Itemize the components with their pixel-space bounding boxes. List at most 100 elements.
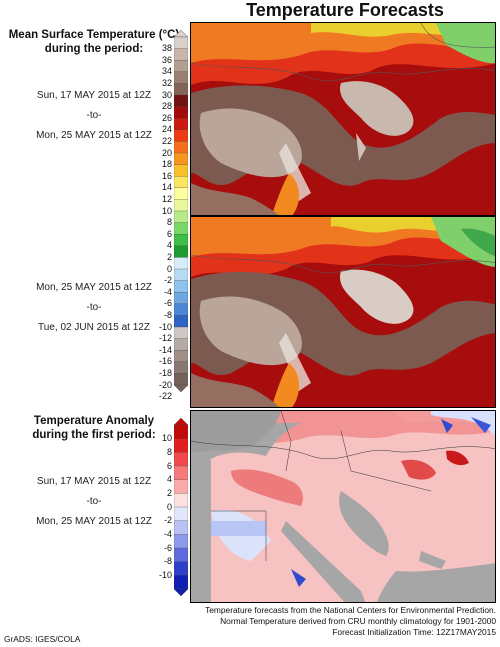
mean-temp-colorbar-swatch bbox=[174, 210, 188, 224]
anomaly-colorbar-labels: 10 8 6 4 2 0 -2 -4 -6 -8 -10 bbox=[150, 418, 172, 596]
mean-temp-heading-line2: during the period: bbox=[44, 43, 144, 55]
mean-temp-colorbar-swatch bbox=[174, 361, 188, 374]
mean-temp-colorbar-tick-label: 34 bbox=[161, 66, 172, 77]
page-title: Temperature Forecasts bbox=[246, 0, 444, 20]
grads-credit: GrADS: IGES/COLA bbox=[4, 634, 81, 644]
mean-temp-colorbar-swatch bbox=[174, 199, 188, 212]
period1-start: Sun, 17 MAY 2015 at 12Z bbox=[36, 90, 152, 101]
mean-temp-colorbar-swatch bbox=[174, 106, 188, 119]
mean-temp-heading-line1: Mean Surface Temperature (°C) bbox=[8, 29, 180, 41]
period2-start: Mon, 25 MAY 2015 at 12Z bbox=[36, 282, 152, 293]
mean-temp-colorbar-swatch bbox=[174, 245, 188, 258]
mean-temp-colorbar-swatch bbox=[174, 152, 188, 166]
anomaly-period-text: Sun, 17 MAY 2015 at 12Z -to- Mon, 25 MAY… bbox=[0, 476, 188, 528]
period2-end: Tue, 02 JUN 2015 at 12Z bbox=[38, 322, 150, 333]
mean-temp-colorbar-tick-label: 36 bbox=[161, 54, 172, 65]
mean-temp-colorbar-swatch bbox=[174, 118, 188, 131]
anomaly-colorbar-tick-label: -10 bbox=[158, 569, 172, 580]
anomaly-colorbar-tick-label: 10 bbox=[161, 433, 172, 444]
footer-line1: Temperature forecasts from the National … bbox=[205, 605, 496, 615]
anomaly-colorbar-tick-label: 2 bbox=[166, 487, 172, 498]
anomaly-period-end: Mon, 25 MAY 2015 at 12Z bbox=[36, 516, 152, 527]
mean-temp-colorbar-swatch bbox=[174, 222, 188, 235]
mean-temp-colorbar-tick-label: 30 bbox=[161, 89, 172, 100]
mean-temp-colorbar-swatch bbox=[174, 326, 188, 340]
anomaly-colorbar-swatch bbox=[174, 452, 188, 467]
mean-temp-colorbar-swatch bbox=[174, 129, 188, 142]
mean-temp-colorbar-swatch bbox=[174, 280, 188, 293]
anomaly-heading-line2: during the first period: bbox=[32, 429, 156, 441]
anomaly-map bbox=[190, 410, 496, 603]
mean-temp-colorbar-swatch bbox=[174, 83, 188, 96]
mean-temp-colorbar-swatch bbox=[174, 292, 188, 305]
mean-temp-colorbar-tick-label: 16 bbox=[161, 170, 172, 181]
period2-sep: -to- bbox=[86, 302, 102, 313]
mean-temp-colorbar-tick-label: -20 bbox=[158, 379, 172, 390]
anomaly-heading: Temperature Anomaly during the first per… bbox=[0, 414, 188, 442]
mean-temp-colorbar-tick-label: 6 bbox=[166, 228, 172, 239]
mean-temp-colorbar: 38 36 34 32 30 28 26 24 22 20 18 16 14 12 10 8 6 4 2 0 -2 -4-… bbox=[150, 30, 188, 401]
mean-temp-colorbar-tick-label: 12 bbox=[161, 193, 172, 204]
mean-temp-colorbar-swatch bbox=[174, 60, 188, 73]
mean-temp-colorbar-tick-label: -14 bbox=[158, 344, 172, 355]
mean-temp-colorbar-tick-label: -10 bbox=[158, 321, 172, 332]
anomaly-colorbar-swatch bbox=[174, 493, 188, 508]
mean-temp-colorbar-tick-label: 10 bbox=[161, 205, 172, 216]
mean-temp-colorbar-tick-label: 0 bbox=[166, 263, 172, 274]
mean-temp-colorbar-arrow-top bbox=[174, 30, 188, 38]
period1-end: Mon, 25 MAY 2015 at 12Z bbox=[36, 130, 152, 141]
anomaly-colorbar-arrow-top bbox=[174, 418, 188, 426]
forecast-map-period1 bbox=[190, 22, 496, 216]
anomaly-colorbar-swatch bbox=[174, 547, 188, 563]
anomaly-colorbar-swatch bbox=[174, 561, 188, 576]
mean-temp-colorbar-swatch bbox=[174, 315, 188, 328]
mean-temp-colorbar-tick-label: -18 bbox=[158, 367, 172, 378]
mean-temp-colorbar-swatch bbox=[174, 268, 188, 282]
anomaly-colorbar-tick-label: -4 bbox=[163, 528, 172, 539]
anomaly-colorbar-swatch bbox=[174, 438, 188, 453]
anomaly-colorbar-tick-label: 4 bbox=[166, 474, 172, 485]
mean-temp-colorbar-tick-label: -22 bbox=[158, 391, 172, 402]
anomaly-colorbar-swatch bbox=[174, 506, 188, 522]
anomaly-colorbar-swatch bbox=[174, 534, 188, 549]
mean-temp-colorbar-swatch bbox=[174, 257, 188, 270]
anomaly-colorbar-swatch bbox=[174, 520, 188, 535]
anomaly-colorbar-tick-label: -6 bbox=[163, 542, 172, 553]
mean-temp-colorbar-arrow-bottom bbox=[174, 384, 188, 392]
anomaly-colorbar-swatch bbox=[174, 465, 188, 481]
mean-temp-colorbar-tick-label: 26 bbox=[161, 112, 172, 123]
footer-line3: Forecast Initialization Time: 12Z17MAY20… bbox=[332, 627, 496, 637]
anomaly-colorbar-swatch bbox=[174, 575, 188, 590]
anomaly-colorbar-arrow-bottom bbox=[174, 588, 188, 596]
mean-temp-colorbar-swatch bbox=[174, 338, 188, 351]
anomaly-colorbar-swatch bbox=[174, 479, 188, 494]
mean-temp-colorbar-swatch bbox=[174, 36, 188, 50]
mean-temp-colorbar-tick-label: 32 bbox=[161, 77, 172, 88]
mean-temp-colorbar-tick-label: 2 bbox=[166, 251, 172, 262]
mean-temp-colorbar-tick-label: -4 bbox=[163, 286, 172, 297]
mean-temp-colorbar-tick-label: -2 bbox=[163, 275, 172, 286]
anomaly-colorbar-tick-label: 6 bbox=[166, 460, 172, 471]
period1-sep: -to- bbox=[86, 110, 102, 121]
mean-temp-colorbar-strip bbox=[174, 30, 188, 392]
mean-temp-colorbar-swatch bbox=[174, 94, 188, 108]
mean-temp-colorbar-tick-label: -8 bbox=[163, 309, 172, 320]
period2-text: Mon, 25 MAY 2015 at 12Z -to- Tue, 02 JUN… bbox=[0, 282, 188, 334]
mean-temp-colorbar-tick-label: 20 bbox=[161, 147, 172, 158]
mean-temp-colorbar-tick-label: -6 bbox=[163, 298, 172, 309]
footer-notes: Temperature forecasts from the National … bbox=[190, 605, 496, 638]
mean-temp-colorbar-tick-label: 14 bbox=[161, 182, 172, 193]
period1-text: Sun, 17 MAY 2015 at 12Z -to- Mon, 25 MAY… bbox=[0, 90, 188, 142]
anomaly-colorbar-tick-label: 0 bbox=[166, 501, 172, 512]
mean-temp-colorbar-swatch bbox=[174, 373, 188, 386]
mean-temp-colorbar-swatch bbox=[174, 350, 188, 363]
anomaly-heading-line1: Temperature Anomaly bbox=[33, 415, 155, 427]
mean-temp-heading: Mean Surface Temperature (°C) during the… bbox=[0, 28, 188, 56]
mean-temp-colorbar-swatch bbox=[174, 234, 188, 247]
mean-temp-colorbar-tick-label: 28 bbox=[161, 101, 172, 112]
anomaly-colorbar: 10 8 6 4 2 0 -2 -4 -6 -8 -10 bbox=[150, 418, 188, 596]
anomaly-colorbar-strip bbox=[174, 418, 188, 596]
anomaly-colorbar-tick-label: -8 bbox=[163, 556, 172, 567]
mean-temp-colorbar-swatch bbox=[174, 164, 188, 177]
mean-temp-colorbar-tick-label: 4 bbox=[166, 240, 172, 251]
